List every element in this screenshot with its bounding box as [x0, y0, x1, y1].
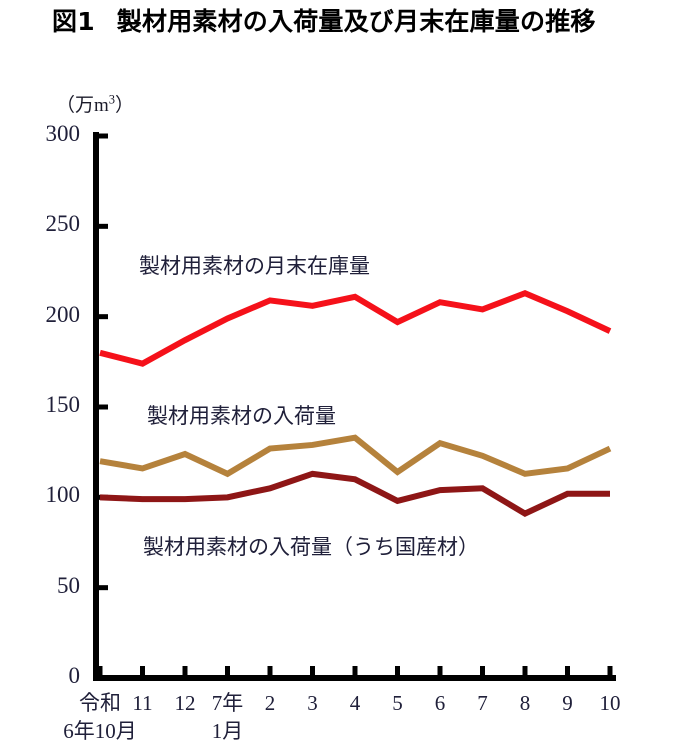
- figure-title: 図1 製材用素材の入荷量及び月末在庫量の推移: [52, 4, 667, 40]
- x-axis-tick-label: 4: [350, 690, 361, 718]
- x-axis-tick-label: 9: [562, 690, 573, 718]
- y-axis-tick-label: 150: [45, 392, 81, 417]
- y-axis-tick-label: 200: [45, 301, 81, 327]
- x-tick-line1: 6: [434, 691, 446, 715]
- x-tick-line1: 5: [392, 691, 403, 715]
- x-tick-line1: 11: [132, 691, 153, 715]
- x-axis-tick-label: 7: [477, 690, 488, 718]
- y-axis-tick-label: 0: [68, 663, 81, 688]
- unit-suffix: ）: [115, 95, 135, 116]
- x-tick-line1: 3: [307, 691, 318, 715]
- y-axis-tick-label: 50: [57, 572, 80, 598]
- x-tick-line2: 6年10月: [63, 718, 137, 743]
- y-axis-tick-label: 250: [45, 211, 81, 237]
- x-axis-tick-label: 11: [132, 690, 152, 718]
- x-tick-line1: 令和: [79, 691, 121, 715]
- series-annotation-stock: 製材用素材の月末在庫量: [139, 254, 370, 278]
- x-axis-tick-label: 12: [175, 690, 196, 718]
- x-axis-tick-label: 7年 1月: [212, 690, 244, 745]
- series-line-2: [99, 470, 610, 517]
- x-axis-tick-label: 6: [435, 690, 446, 718]
- x-axis-tick-label: 2: [265, 690, 276, 718]
- x-axis-tick-label: 3: [307, 690, 318, 718]
- series-line-1: [99, 434, 612, 478]
- x-tick-line1: 7: [477, 691, 488, 715]
- figure-number: 図1: [52, 7, 95, 36]
- x-tick-line1: 7年: [211, 691, 244, 715]
- x-axis-tick-label: 8: [520, 690, 531, 718]
- x-tick-line2: 1月: [211, 718, 244, 743]
- x-tick-line1: 12: [174, 691, 196, 715]
- x-tick-line1: 8: [519, 691, 531, 715]
- series-annotation-input: 製材用素材の入荷量: [147, 404, 336, 428]
- x-tick-line1: 10: [599, 691, 621, 715]
- x-tick-line1: 2: [264, 691, 276, 715]
- x-axis-tick-label: 5: [392, 690, 403, 718]
- y-axis-tick-label: 100: [45, 482, 81, 508]
- x-tick-line1: 4: [349, 691, 361, 715]
- series-annotation-domestic: 製材用素材の入荷量（うち国産材）: [143, 535, 479, 559]
- series-line-0: [99, 289, 612, 367]
- unit-exponent: 3: [108, 92, 116, 107]
- x-tick-line1: 9: [562, 691, 573, 715]
- unit-prefix: （万m: [56, 95, 109, 116]
- figure-title-text: 製材用素材の入荷量及び月末在庫量の推移: [116, 7, 596, 36]
- y-axis-unit-label: （万m3）: [56, 90, 134, 117]
- x-axis-tick-label: 10: [600, 690, 621, 718]
- x-axis-tick-label: 令和 6年10月: [63, 690, 137, 745]
- y-axis-tick-label: 300: [45, 121, 81, 146]
